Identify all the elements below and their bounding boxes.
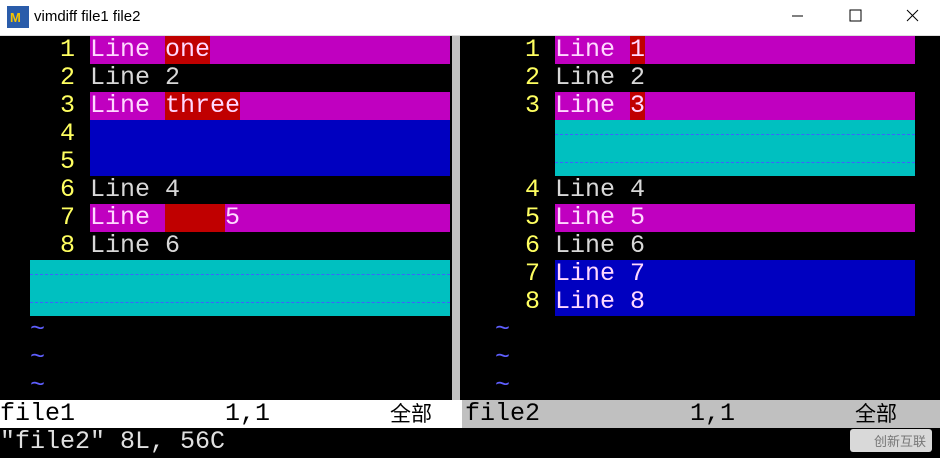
- line-number: 5: [524, 203, 540, 232]
- diff-highlight: [555, 260, 915, 288]
- filler-line: [30, 260, 450, 288]
- line-text: [165, 204, 226, 232]
- line-text: Line 4: [555, 175, 646, 204]
- line-text: 5: [225, 203, 241, 232]
- tilde: ~: [30, 343, 46, 372]
- line-number: 6: [59, 175, 75, 204]
- diff-highlight: [90, 204, 450, 232]
- maximize-button[interactable]: [827, 0, 883, 35]
- line-number: 2: [524, 63, 540, 92]
- tilde: ~: [495, 315, 511, 344]
- line-text: Line 4: [90, 175, 181, 204]
- line-number: 7: [59, 203, 75, 232]
- line-text: Line 8: [555, 287, 646, 316]
- line-number: 6: [524, 231, 540, 260]
- tilde: ~: [495, 371, 511, 400]
- line-text: Line: [555, 35, 631, 64]
- line-number: 5: [59, 147, 75, 176]
- status-bar-right: [462, 400, 940, 428]
- status-bar-left: [0, 400, 462, 428]
- pane-separator: [452, 36, 460, 400]
- line-text: 1: [630, 35, 646, 64]
- diff-highlight: [555, 204, 915, 232]
- status-position: 1,1: [225, 399, 271, 428]
- line-number: 3: [524, 91, 540, 120]
- line-number: 2: [59, 63, 75, 92]
- line-text: Line: [90, 203, 166, 232]
- diff-highlight: [555, 288, 915, 316]
- status-scroll: 全部: [855, 402, 897, 426]
- line-text: three: [165, 91, 241, 120]
- line-number: 8: [524, 287, 540, 316]
- line-number: 8: [59, 231, 75, 260]
- line-text: Line 2: [555, 63, 646, 92]
- filler-line: [555, 120, 915, 148]
- diff-highlight: [90, 148, 450, 176]
- window-title: vimdiff file1 file2: [34, 8, 141, 25]
- tilde: ~: [30, 315, 46, 344]
- line-text: Line: [90, 91, 166, 120]
- diff-highlight: [90, 92, 450, 120]
- line-number: 4: [59, 119, 75, 148]
- line-number: 1: [59, 35, 75, 64]
- line-text: Line 7: [555, 259, 646, 288]
- diff-highlight: [555, 92, 915, 120]
- status-filename: file2: [465, 399, 541, 428]
- filler-dashes: [555, 162, 915, 163]
- status-filename: file1: [0, 399, 76, 428]
- line-text: Line: [555, 91, 631, 120]
- command-line: "file2" 8L, 56C: [0, 427, 226, 456]
- line-text: Line 2: [90, 63, 181, 92]
- diff-highlight: [90, 36, 450, 64]
- line-text: Line 6: [555, 231, 646, 260]
- diff-highlight: [90, 120, 450, 148]
- app-icon: M: [7, 6, 29, 28]
- tilde: ~: [30, 371, 46, 400]
- filler-line: [30, 288, 450, 316]
- diff-highlight: [555, 36, 915, 64]
- filler-dashes: [555, 134, 915, 135]
- close-button[interactable]: [884, 0, 940, 35]
- status-position: 1,1: [690, 399, 736, 428]
- line-text: Line 5: [555, 203, 646, 232]
- terminal: 1 Line one 2 Line 2 3 Line three 4 5 6 Line 4 7 Lin…: [0, 36, 940, 458]
- title-bar: M vimdiff file1 file2: [0, 0, 940, 36]
- line-text: Line 6: [90, 231, 181, 260]
- filler-line: [555, 148, 915, 176]
- line-number: 1: [524, 35, 540, 64]
- watermark: 创新互联: [849, 429, 932, 452]
- line-text: one: [165, 35, 211, 64]
- line-number: 4: [524, 175, 540, 204]
- line-text: Line: [90, 35, 166, 64]
- minimize-button[interactable]: [770, 0, 826, 35]
- window-controls: [770, 0, 940, 35]
- line-number: 3: [59, 91, 75, 120]
- status-scroll: 全部: [390, 402, 432, 426]
- filler-dashes: [30, 274, 450, 275]
- filler-dashes: [30, 302, 450, 303]
- svg-text:M: M: [10, 10, 21, 25]
- line-text: 3: [630, 91, 646, 120]
- line-number: 7: [524, 259, 540, 288]
- tilde: ~: [495, 343, 511, 372]
